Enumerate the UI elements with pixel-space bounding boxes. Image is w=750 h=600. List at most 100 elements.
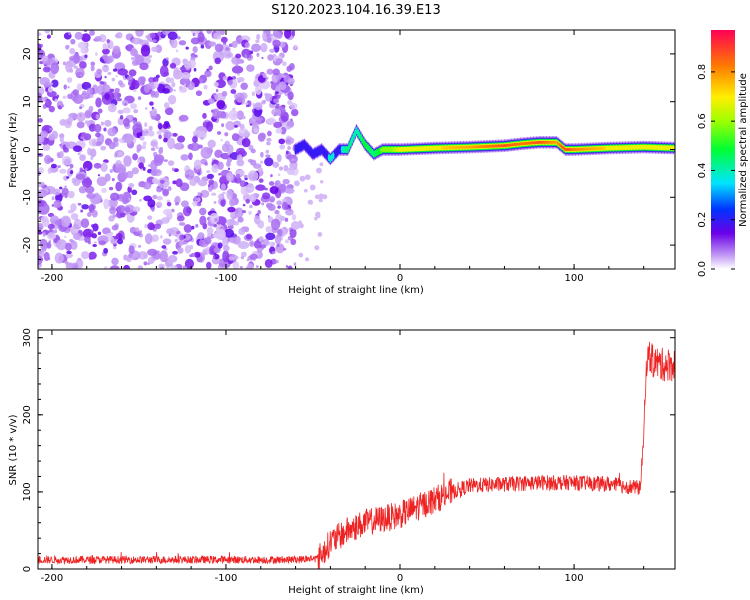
noise-speck xyxy=(280,127,287,135)
noise-speck xyxy=(128,253,133,258)
noise-speck xyxy=(90,65,95,72)
noise-speck xyxy=(250,43,261,52)
noise-speck xyxy=(206,173,214,179)
noise-speck xyxy=(158,147,164,155)
track-cell xyxy=(603,146,606,150)
noise-speck xyxy=(209,212,220,224)
noise-speck xyxy=(101,187,107,194)
noise-speck xyxy=(38,135,43,142)
noise-speck xyxy=(144,122,148,127)
snr-series-line xyxy=(38,341,675,569)
noise-speck xyxy=(109,265,120,269)
noise-speck xyxy=(115,163,126,174)
noise-speck xyxy=(95,97,102,108)
noise-speck xyxy=(273,121,283,129)
noise-speck xyxy=(169,77,175,84)
noise-speck xyxy=(265,225,273,233)
noise-speck xyxy=(255,184,266,191)
noise-speck xyxy=(38,189,48,198)
noise-speck xyxy=(225,121,235,131)
noise-speck xyxy=(206,121,214,132)
noise-speck xyxy=(273,98,280,104)
noise-speck xyxy=(278,166,284,171)
noise-speck xyxy=(86,212,92,217)
noise-speck xyxy=(177,135,186,143)
noise-speck xyxy=(163,102,170,109)
noise-speck xyxy=(122,107,131,114)
noise-speck xyxy=(197,197,201,202)
noise-speck xyxy=(54,219,63,226)
noise-speck xyxy=(96,68,103,75)
noise-speck xyxy=(278,81,287,91)
noise-speck xyxy=(184,244,192,254)
noise-speck xyxy=(208,179,215,185)
y-tick-label: 0 xyxy=(22,566,33,572)
noise-speck xyxy=(195,223,199,228)
noise-speck xyxy=(59,168,67,174)
noise-speck xyxy=(77,257,82,262)
noise-speck xyxy=(147,130,155,137)
noise-speck xyxy=(232,112,237,117)
noise-speck xyxy=(73,223,79,229)
noise-speck xyxy=(86,192,96,200)
noise-speck xyxy=(39,181,45,186)
noise-speck xyxy=(255,265,259,268)
noise-speck xyxy=(102,84,111,94)
noise-speck xyxy=(89,30,95,36)
noise-speck xyxy=(61,187,69,195)
noise-speck xyxy=(319,162,324,167)
noise-speck xyxy=(202,248,210,256)
noise-speck xyxy=(247,54,252,59)
noise-speck xyxy=(167,31,178,40)
noise-speck xyxy=(112,246,117,250)
noise-speck xyxy=(266,203,269,207)
noise-speck xyxy=(217,161,224,170)
noise-speck xyxy=(166,228,175,235)
noise-speck xyxy=(107,71,112,76)
noise-speck xyxy=(170,265,178,269)
noise-speck xyxy=(80,251,90,260)
noise-speck xyxy=(147,262,150,266)
noise-speck xyxy=(241,137,251,148)
noise-speck xyxy=(214,43,224,53)
noise-speck xyxy=(263,99,266,103)
noise-speck xyxy=(72,232,82,241)
y-tick-label: 200 xyxy=(22,405,33,424)
noise-speck xyxy=(95,52,98,56)
noise-speck xyxy=(284,217,289,222)
noise-speck xyxy=(208,65,213,71)
noise-speck xyxy=(89,148,97,158)
noise-speck xyxy=(100,162,108,172)
noise-speck xyxy=(84,110,92,119)
noise-speck xyxy=(116,98,122,102)
noise-speck xyxy=(159,179,165,184)
noise-speck xyxy=(275,103,280,107)
noise-speck xyxy=(183,83,187,88)
snr-y-ticks: 0 100 200 300 xyxy=(22,328,675,572)
noise-speck xyxy=(264,258,273,268)
noise-speck xyxy=(102,64,110,73)
noise-speck xyxy=(115,75,119,78)
noise-speck xyxy=(270,174,273,178)
noise-speck xyxy=(49,127,54,131)
noise-speck xyxy=(136,144,142,152)
noise-speck xyxy=(211,192,217,196)
noise-speck xyxy=(117,238,124,245)
colorbar-tick-label: 0.0 xyxy=(697,261,708,277)
noise-speck xyxy=(236,154,243,163)
noise-speck xyxy=(172,250,178,255)
noise-speck xyxy=(276,200,283,206)
noise-speck xyxy=(235,53,242,59)
noise-speck xyxy=(266,137,272,142)
noise-speck xyxy=(193,159,202,170)
noise-speck xyxy=(77,152,81,156)
noise-speck xyxy=(290,221,300,231)
noise-speck xyxy=(274,234,282,245)
noise-speck xyxy=(126,75,134,82)
noise-speck xyxy=(167,186,172,191)
noise-speck xyxy=(76,121,85,129)
noise-speck xyxy=(293,44,298,50)
noise-speck xyxy=(137,57,145,63)
noise-speck xyxy=(138,251,148,260)
noise-speck xyxy=(138,39,144,43)
